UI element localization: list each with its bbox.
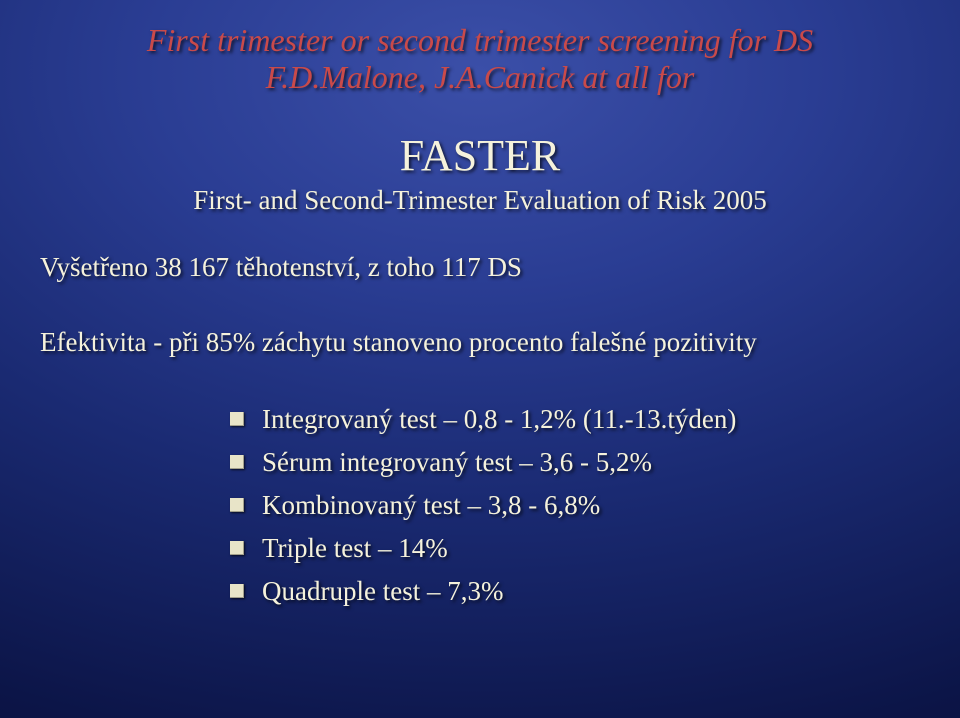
bullet-square-icon <box>230 541 244 555</box>
faster-heading: FASTER <box>0 130 960 181</box>
bullet-text: Kombinovaný test – 3,8 - 6,8% <box>262 490 600 521</box>
title-line-2: F.D.Malone, J.A.Canick at all for <box>0 59 960 96</box>
bullet-square-icon <box>230 498 244 512</box>
bullet-text: Quadruple test – 7,3% <box>262 576 503 607</box>
subtitle-line: First- and Second-Trimester Evaluation o… <box>0 185 960 216</box>
bullet-item: Quadruple test – 7,3% <box>230 576 960 607</box>
body-line-sampled: Vyšetřeno 38 167 těhotenství, z toho 117… <box>40 252 960 283</box>
bullet-item: Triple test – 14% <box>230 533 960 564</box>
bullet-square-icon <box>230 412 244 426</box>
bullet-text: Sérum integrovaný test – 3,6 - 5,2% <box>262 447 652 478</box>
body-line-efficacy: Efektivita - při 85% záchytu stanoveno p… <box>40 327 960 358</box>
bullet-item: Integrovaný test – 0,8 - 1,2% (11.-13.tý… <box>230 404 960 435</box>
bullet-text: Triple test – 14% <box>262 533 448 564</box>
bullet-text: Integrovaný test – 0,8 - 1,2% (11.-13.tý… <box>262 404 736 435</box>
bullet-square-icon <box>230 584 244 598</box>
title-block: First trimester or second trimester scre… <box>0 0 960 96</box>
bullet-list: Integrovaný test – 0,8 - 1,2% (11.-13.tý… <box>230 404 960 607</box>
bullet-item: Kombinovaný test – 3,8 - 6,8% <box>230 490 960 521</box>
slide: First trimester or second trimester scre… <box>0 0 960 718</box>
bullet-item: Sérum integrovaný test – 3,6 - 5,2% <box>230 447 960 478</box>
title-line-1: First trimester or second trimester scre… <box>0 22 960 59</box>
bullet-square-icon <box>230 455 244 469</box>
